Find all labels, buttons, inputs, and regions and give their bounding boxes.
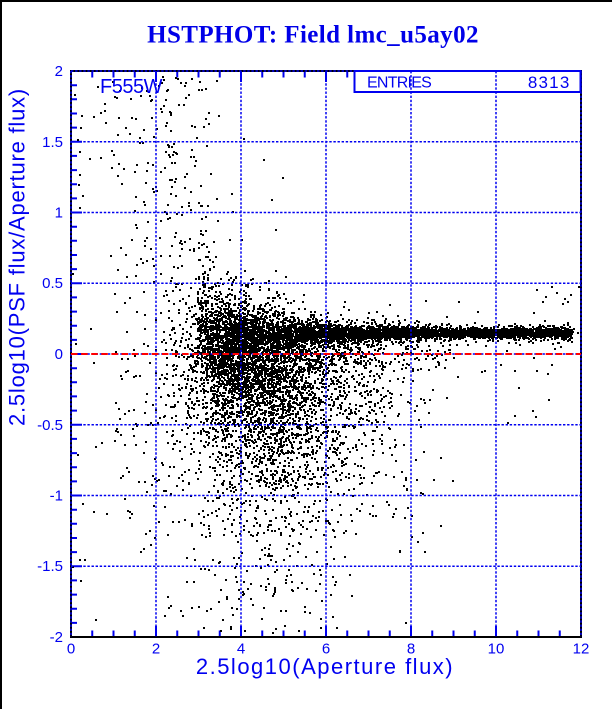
svg-text:10: 10: [488, 641, 505, 658]
svg-text:-2: -2: [50, 629, 63, 646]
svg-text:-1: -1: [50, 488, 63, 505]
svg-text:0.5: 0.5: [42, 275, 63, 292]
svg-text:6: 6: [322, 641, 330, 658]
svg-text:-1.5: -1.5: [37, 558, 63, 575]
svg-text:2.5log10(Aperture flux): 2.5log10(Aperture flux): [196, 654, 454, 679]
svg-text:-0.5: -0.5: [37, 417, 63, 434]
svg-text:1.5: 1.5: [42, 134, 63, 151]
svg-text:2: 2: [152, 641, 160, 658]
svg-text:F555W: F555W: [100, 76, 163, 98]
svg-text:0: 0: [67, 641, 75, 658]
svg-text:HSTPHOT: Field lmc_u5ay02: HSTPHOT: Field lmc_u5ay02: [147, 22, 479, 49]
svg-text:2: 2: [55, 63, 63, 80]
svg-text:1: 1: [55, 205, 63, 222]
svg-text:4: 4: [237, 641, 245, 658]
svg-text:ENTRIES: ENTRIES: [367, 75, 431, 92]
svg-text:0: 0: [55, 346, 63, 363]
svg-text:12: 12: [573, 641, 590, 658]
svg-text:8: 8: [407, 641, 415, 658]
svg-text:8313: 8313: [528, 73, 571, 92]
svg-text:2.5log10(PSF flux/Aperture flu: 2.5log10(PSF flux/Aperture flux): [5, 88, 30, 426]
